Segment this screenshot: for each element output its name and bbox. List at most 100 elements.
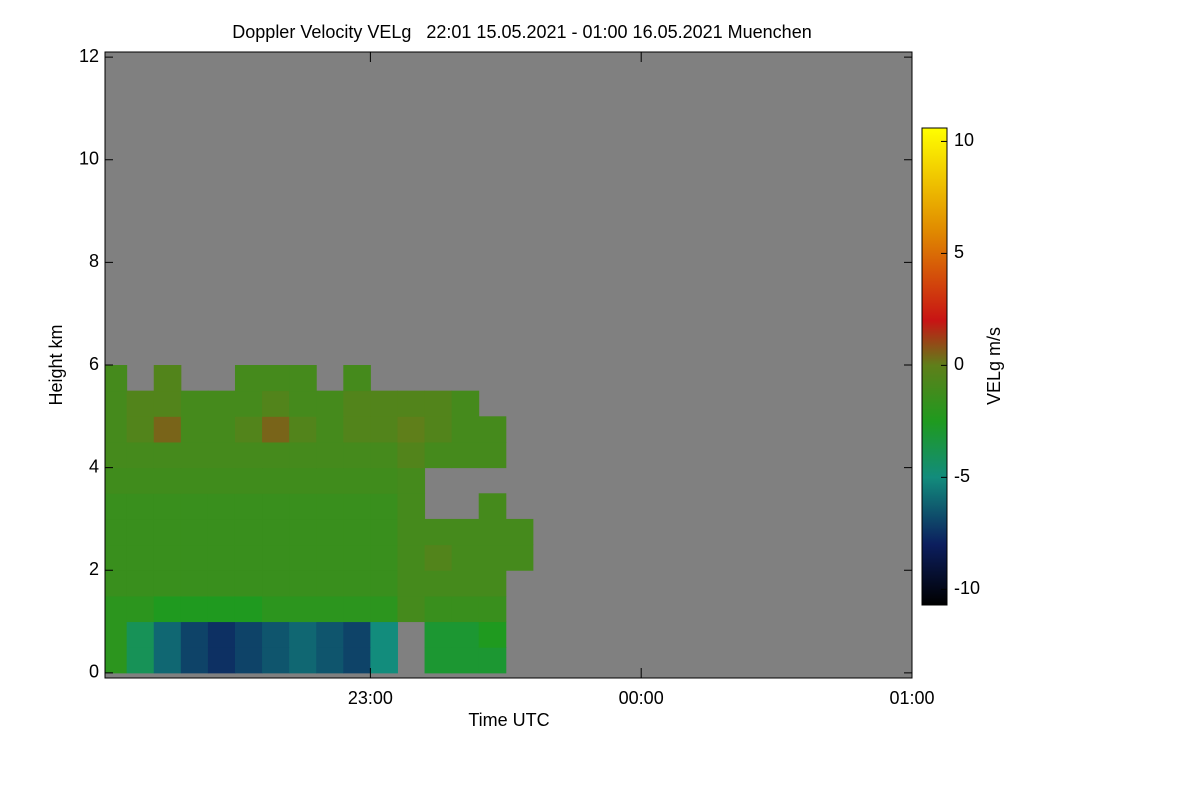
y-tick-label: 0 (89, 662, 99, 682)
heatmap-cell (424, 595, 453, 623)
colorbar-tick-label: -5 (954, 466, 970, 486)
heatmap-cell (343, 493, 371, 520)
heatmap-cell (234, 441, 263, 469)
heatmap-cell (424, 570, 453, 597)
heatmap-cell (343, 416, 371, 443)
colorbar-tick-label: 5 (954, 242, 964, 262)
heatmap-cell (262, 595, 290, 623)
heatmap-cell (105, 595, 128, 623)
heatmap-cell (370, 544, 398, 571)
colorbar-tick-label: -10 (954, 578, 980, 598)
heatmap-cell (105, 441, 128, 469)
heatmap-cell (262, 518, 290, 546)
heatmap-cell (478, 544, 507, 571)
heatmap-cell (289, 493, 317, 520)
x-tick-label: 00:00 (619, 688, 664, 708)
heatmap-cell (262, 467, 290, 494)
colorbar-label: VELg m/s (984, 327, 1004, 405)
heatmap-cell (180, 570, 209, 597)
heatmap-cell (207, 647, 236, 674)
heatmap-cell (234, 493, 263, 520)
heatmap-cell (126, 493, 155, 520)
y-tick-label: 4 (89, 456, 99, 476)
heatmap-cell (424, 416, 453, 443)
heatmap-cell (289, 416, 317, 443)
heatmap-cell (153, 518, 182, 546)
heatmap-cell (126, 416, 155, 443)
heatmap-cell (424, 621, 453, 648)
heatmap-cell (234, 467, 263, 494)
heatmap-cell (370, 390, 398, 417)
heatmap-cell (478, 647, 507, 674)
heatmap-cell (343, 441, 371, 469)
colorbar (921, 127, 948, 606)
heatmap-cell (153, 570, 182, 597)
heatmap-cell (343, 390, 371, 417)
heatmap-cell (207, 416, 236, 443)
heatmap-cell (397, 390, 426, 417)
heatmap-cell (424, 390, 453, 417)
heatmap-cell (289, 518, 317, 546)
heatmap-cell (153, 647, 182, 674)
heatmap-cell (478, 493, 507, 520)
heatmap-cell (262, 493, 290, 520)
heatmap-cell (478, 441, 507, 469)
heatmap-cell (105, 518, 128, 546)
heatmap-cell (234, 365, 263, 392)
heatmap-cell (316, 441, 344, 469)
heatmap-cell (262, 544, 290, 571)
heatmap-cell (343, 595, 371, 623)
heatmap-cell (289, 595, 317, 623)
heatmap-cell (289, 467, 317, 494)
heatmap-cell (397, 416, 426, 443)
heatmap-cell (316, 595, 344, 623)
heatmap-cell (126, 647, 155, 674)
heatmap-cell (234, 595, 263, 623)
heatmap-cell (343, 518, 371, 546)
heatmap-cell (370, 441, 398, 469)
y-tick-label: 8 (89, 251, 99, 271)
heatmap-cell (207, 570, 236, 597)
heatmap-cell (153, 621, 182, 648)
heatmap-cell (234, 390, 263, 417)
heatmap-cell (105, 467, 128, 494)
heatmap-cell (451, 518, 480, 546)
heatmap-cell (451, 390, 480, 417)
heatmap-cell (126, 467, 155, 494)
heatmap-cell (207, 544, 236, 571)
heatmap-cell (397, 544, 426, 571)
heatmap-cell (397, 518, 426, 546)
heatmap-cell (370, 570, 398, 597)
y-tick-label: 6 (89, 354, 99, 374)
heatmap-cell (105, 621, 128, 648)
heatmap-cell (207, 493, 236, 520)
heatmap-cell (370, 621, 398, 648)
y-tick-label: 2 (89, 559, 99, 579)
heatmap-cell (289, 365, 317, 392)
y-tick-label: 10 (79, 149, 99, 169)
heatmap-cell (505, 544, 534, 571)
heatmap-cell (478, 621, 507, 648)
heatmap-cell (234, 544, 263, 571)
heatmap-cell (424, 441, 453, 469)
heatmap-cell (234, 647, 263, 674)
heatmap-cell (153, 416, 182, 443)
chart-title: Doppler Velocity VELg 22:01 15.05.2021 -… (232, 22, 811, 42)
heatmap-cell (105, 493, 128, 520)
heatmap-cell (343, 647, 371, 674)
heatmap-cell (207, 595, 236, 623)
heatmap-cell (262, 365, 290, 392)
heatmap-cell (262, 390, 290, 417)
heatmap-cell (207, 441, 236, 469)
heatmap-cell (424, 544, 453, 571)
heatmap-cell (180, 595, 209, 623)
heatmap-cell (153, 441, 182, 469)
heatmap-cell (126, 518, 155, 546)
heatmap-cell (126, 441, 155, 469)
heatmap-cell (262, 416, 290, 443)
heatmap-cell (316, 647, 344, 674)
heatmap-cell (126, 621, 155, 648)
heatmap-cell (370, 493, 398, 520)
heatmap-cell (370, 467, 398, 494)
heatmap-cell (207, 518, 236, 546)
